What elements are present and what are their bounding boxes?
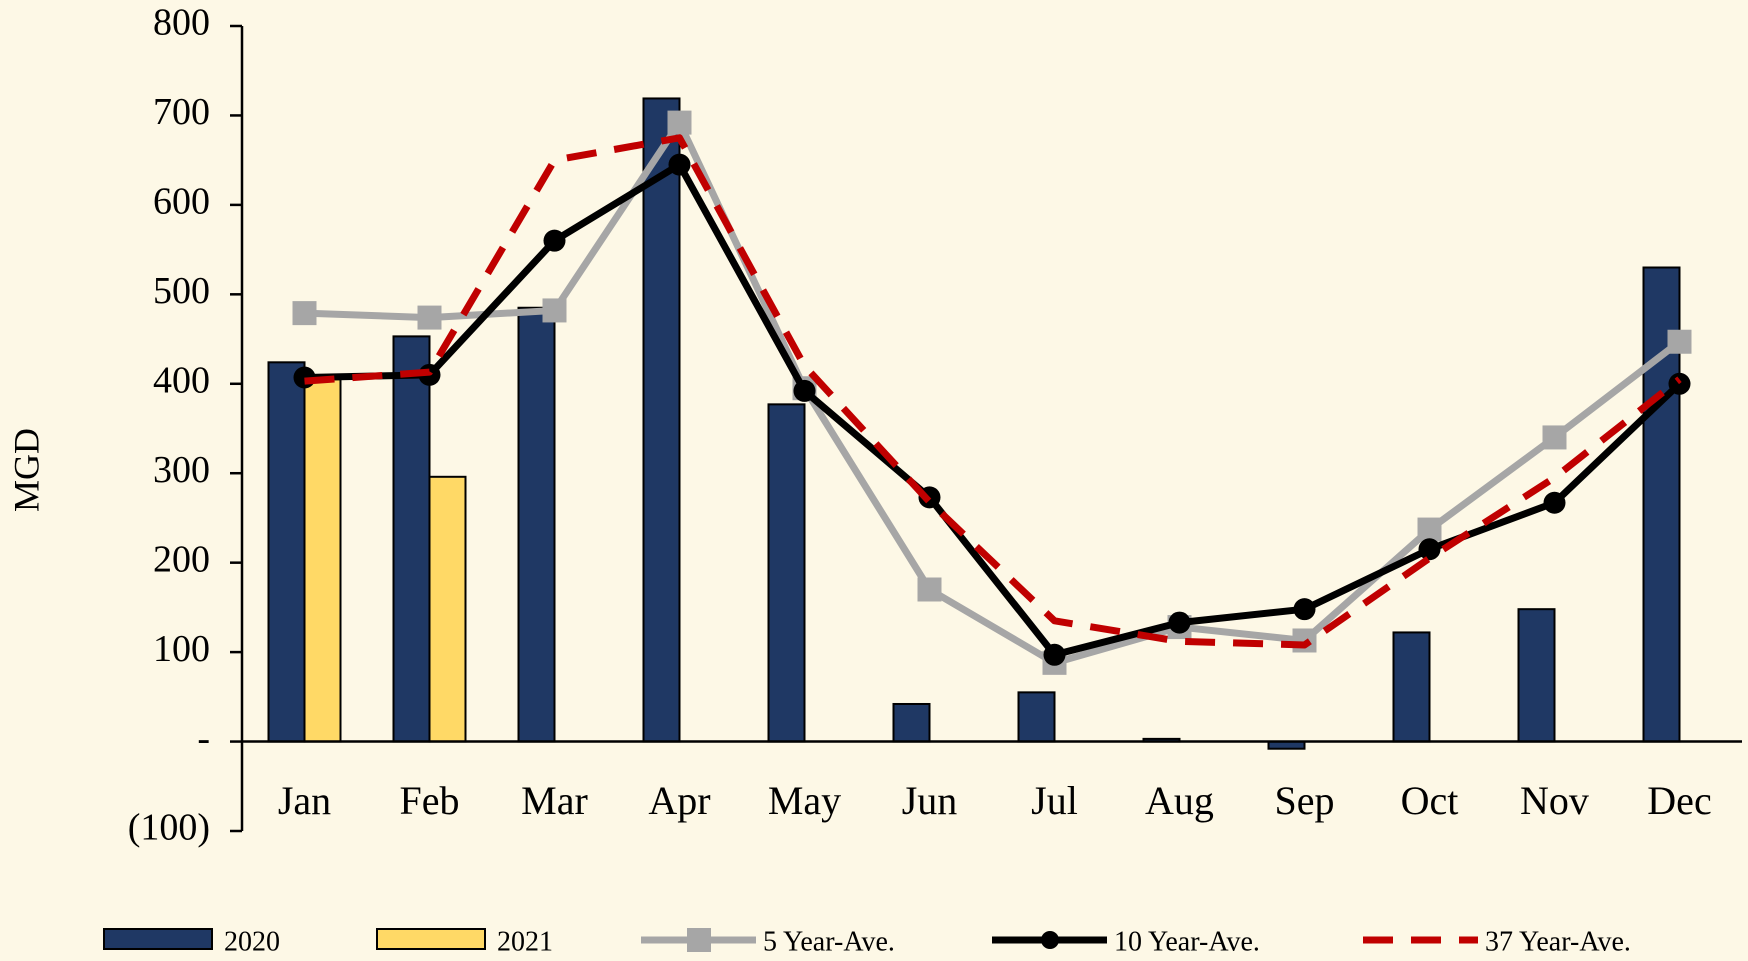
legend-label: 37 Year-Ave. xyxy=(1485,926,1631,957)
bar xyxy=(1392,631,1431,743)
legend-swatch xyxy=(103,928,213,950)
x-tick-label: Dec xyxy=(1647,778,1711,823)
y-tick-label: 800 xyxy=(153,2,210,44)
bar xyxy=(767,403,806,743)
x-tick-label: Sep xyxy=(1275,778,1335,823)
y-tick-label: 200 xyxy=(153,538,210,580)
line-series xyxy=(304,119,1682,667)
legend-label: 5 Year-Ave. xyxy=(763,926,895,957)
marker xyxy=(543,229,566,252)
legend-label: 2020 xyxy=(224,926,280,957)
x-tick-label: Feb xyxy=(400,778,460,823)
bar xyxy=(892,702,931,743)
y-tick-label: 400 xyxy=(153,359,210,401)
y-tick-label: 600 xyxy=(153,181,210,223)
x-tick-label: Mar xyxy=(521,778,588,823)
marker xyxy=(1668,372,1691,395)
marker xyxy=(1542,425,1567,450)
bar xyxy=(642,97,681,743)
legend-label: 10 Year-Ave. xyxy=(1114,926,1260,957)
marker xyxy=(668,153,691,176)
legend-marker xyxy=(1041,931,1059,949)
marker xyxy=(1168,611,1191,634)
marker xyxy=(1417,517,1442,542)
x-tick-label: Nov xyxy=(1520,778,1589,823)
legend-marker xyxy=(687,928,711,952)
x-tick-label: Apr xyxy=(648,778,710,823)
marker xyxy=(292,301,317,326)
y-tick-label: (100) xyxy=(128,807,210,849)
x-tick-label: May xyxy=(768,778,841,823)
marker xyxy=(1043,643,1066,666)
y-tick-label: 300 xyxy=(153,449,210,491)
y-tick-label: 700 xyxy=(153,91,210,133)
legend-label: 2021 xyxy=(497,926,553,957)
x-tick-label: Jun xyxy=(902,778,958,823)
y-tick-label: 500 xyxy=(153,270,210,312)
marker xyxy=(1543,491,1566,514)
y-axis-label: MGD xyxy=(6,428,46,512)
marker xyxy=(667,110,692,135)
bar xyxy=(428,475,467,743)
bar xyxy=(1017,691,1056,743)
x-tick-label: Aug xyxy=(1145,778,1214,823)
y-tick-label: - xyxy=(197,717,210,759)
bar xyxy=(392,335,431,743)
marker xyxy=(1293,598,1316,621)
marker xyxy=(793,379,816,402)
marker xyxy=(1292,628,1317,653)
bar xyxy=(517,306,556,743)
bar xyxy=(267,361,306,743)
x-tick-label: Jan xyxy=(278,778,331,823)
x-tick-label: Oct xyxy=(1401,778,1459,823)
marker xyxy=(917,577,942,602)
bar xyxy=(303,378,342,743)
line-series xyxy=(304,134,1682,649)
marker xyxy=(542,298,567,323)
x-tick-label: Jul xyxy=(1031,778,1078,823)
legend-swatch xyxy=(376,928,486,950)
marker xyxy=(1418,538,1441,561)
bar xyxy=(1517,608,1556,743)
marker xyxy=(417,305,442,330)
marker xyxy=(1667,329,1692,354)
y-tick-label: 100 xyxy=(153,628,210,670)
